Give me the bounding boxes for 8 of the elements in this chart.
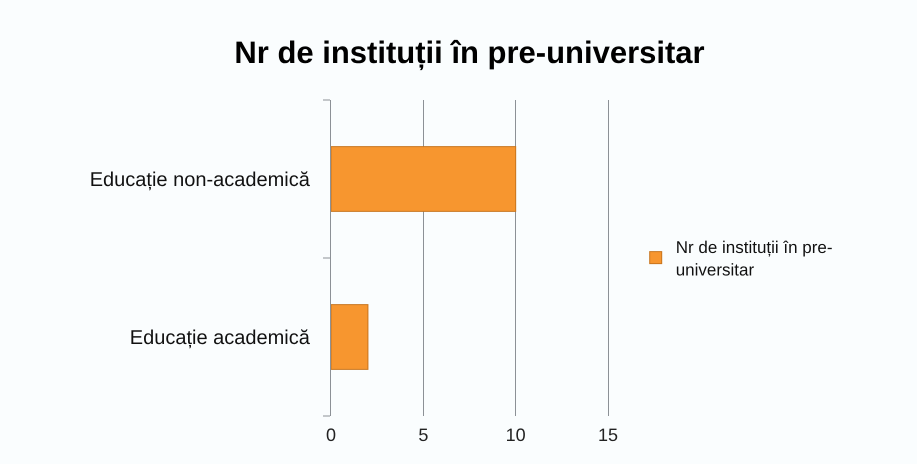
chart-title: Nr de instituții în pre-universitar [234, 34, 705, 71]
x-tick-label: 5 [418, 425, 428, 445]
x-tick-label: 15 [598, 425, 618, 445]
y-tick-label: Educație non-academică [90, 169, 311, 191]
x-tick-label: 0 [326, 425, 336, 445]
y-tick-label: Educație academică [130, 327, 311, 349]
legend-label: Nr de instituții în pre-universitar [676, 238, 833, 280]
x-tick-label: 10 [506, 425, 526, 445]
